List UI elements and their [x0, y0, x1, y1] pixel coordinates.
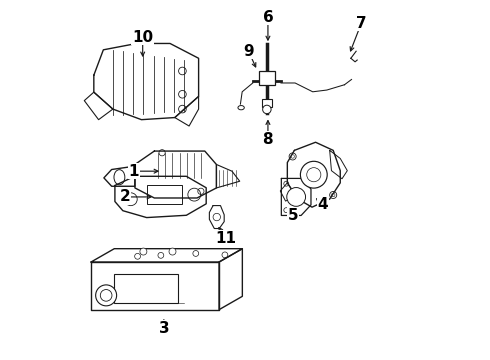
- Polygon shape: [115, 176, 206, 217]
- Text: 1: 1: [128, 164, 139, 179]
- Text: 6: 6: [263, 9, 273, 24]
- Polygon shape: [94, 44, 198, 120]
- Text: 10: 10: [132, 30, 153, 45]
- Circle shape: [96, 285, 117, 306]
- Text: 5: 5: [287, 208, 298, 223]
- Polygon shape: [91, 262, 219, 310]
- Circle shape: [287, 188, 306, 206]
- Polygon shape: [219, 249, 243, 310]
- Bar: [147, 185, 182, 204]
- Polygon shape: [91, 249, 243, 262]
- Text: 2: 2: [120, 189, 130, 204]
- Text: 3: 3: [159, 321, 169, 336]
- Text: 4: 4: [318, 197, 328, 212]
- Polygon shape: [84, 92, 113, 120]
- Bar: [259, 71, 274, 85]
- Polygon shape: [287, 142, 340, 207]
- Bar: [114, 274, 178, 302]
- Text: 7: 7: [356, 15, 367, 31]
- Text: 8: 8: [263, 132, 273, 147]
- Polygon shape: [217, 165, 240, 188]
- Polygon shape: [281, 179, 311, 215]
- Polygon shape: [175, 96, 198, 126]
- Polygon shape: [104, 166, 135, 186]
- Polygon shape: [330, 150, 347, 179]
- Polygon shape: [135, 151, 217, 198]
- Circle shape: [300, 161, 327, 188]
- Ellipse shape: [238, 105, 245, 110]
- Text: 9: 9: [243, 44, 254, 59]
- Circle shape: [169, 248, 176, 255]
- Polygon shape: [209, 206, 224, 229]
- Circle shape: [140, 248, 147, 255]
- Polygon shape: [280, 183, 298, 201]
- Bar: [262, 99, 272, 107]
- Circle shape: [263, 105, 271, 114]
- Text: 11: 11: [215, 231, 236, 246]
